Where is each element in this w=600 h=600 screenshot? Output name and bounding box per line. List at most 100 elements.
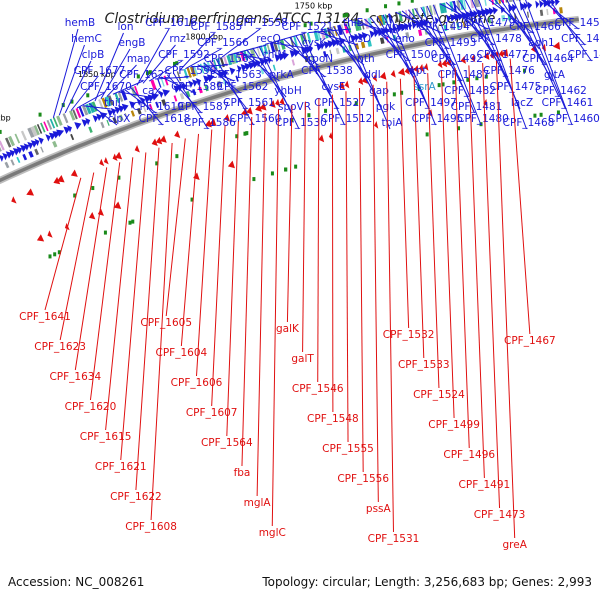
gene-label: CPF_1560 [230,113,282,125]
leader-line [135,147,160,491]
gene-label: CPF_1524 [413,389,465,401]
forward-gene-arrow [129,101,136,109]
upper-feature-block [81,105,89,116]
gene-label: CPF_1477 [477,49,529,61]
gene-label: nth [357,53,374,65]
gene-label: CPF_1607 [186,407,238,419]
upper-feature-block [239,50,246,62]
upper-feature-block [306,32,312,43]
upper-feature-block [223,56,229,67]
gene-label: ssrA [413,81,436,93]
upper-feature-block [189,66,197,77]
upper-feature-block [52,117,59,128]
gene-label: CPF_1497 [405,97,457,109]
forward-gene-arrow [453,13,462,22]
gene-label: CPF_1616 [145,17,197,29]
reverse-gene-arrow [36,234,45,242]
gene-label: map [127,53,151,65]
leader-line [118,91,150,98]
upper-feature-block [134,85,140,96]
gene-label: CPF_1527 [314,97,366,109]
reverse-gene-arrow [501,49,509,57]
reverse-gene-arrow [159,135,167,143]
forward-gene-arrow [508,4,514,13]
leader-line [386,81,394,533]
small-feature [175,61,179,66]
upper-feature-block [293,36,298,47]
gene-label: CPF_1563 [210,69,262,81]
leader-line [464,0,514,94]
reverse-gene-arrow [227,160,235,169]
inner-feature-block [185,90,191,98]
leader-line [413,75,425,359]
forward-gene-arrow [38,137,44,145]
upper-feature-block [0,140,5,151]
inner-feature-block [559,7,563,14]
leader-line [432,4,482,126]
upper-feature-block [69,110,76,121]
gene-label: xpt [410,65,427,77]
upper-feature-block [36,124,43,134]
forward-gene-arrow [373,29,380,38]
gene-label: adh1 [528,37,554,49]
inner-feature-block [28,150,34,158]
inner-feature-block [323,51,327,58]
gene-label: CPF_1467 [504,335,556,347]
leader-line [317,98,320,383]
upper-feature-block [20,130,28,141]
gene-label: tpiA [382,117,404,129]
gene-label: CPF_1473 [474,509,526,521]
small-feature [556,110,560,115]
inner-feature-block [418,29,423,37]
upper-feature-block [98,99,104,110]
reverse-gene-arrow [275,98,281,107]
upper-feature-block [343,23,349,34]
small-feature [309,21,313,26]
small-feature [190,197,194,202]
inner-feature-block [130,110,136,117]
reverse-gene-arrow [255,104,262,112]
small-feature [284,167,288,172]
small-feature [303,23,307,28]
leader-line [339,24,384,114]
genome-stats-text: Topology: circular; Length: 3,256,683 bp… [261,575,592,589]
gene-label: plsD [348,33,371,45]
inner-feature-block [118,114,124,122]
upper-feature-block [330,26,335,37]
gene-label: CPF_1492 [431,53,483,65]
small-feature [466,77,470,82]
inner-feature-block [501,15,506,22]
forward-gene-arrow [358,32,365,41]
small-feature [533,113,537,118]
reverse-gene-arrow [259,102,267,111]
gene-label: CPF_1499 [428,419,480,431]
leader-line [468,65,485,479]
leader-line [301,34,345,126]
inner-feature-block [222,79,227,86]
small-feature [175,154,179,159]
gene-label: CPF_1621 [95,461,147,473]
gene-label: CPF_1531 [368,533,420,545]
gene-label: CPF_1521 [282,21,334,33]
reverse-gene-arrow [279,97,285,106]
forward-gene-arrow [118,105,125,113]
gene-label: CPF_1460 [548,113,600,125]
small-feature [48,254,52,259]
gene-label: thiM [264,49,287,61]
upper-feature-block [313,30,320,41]
gene-label: gltA [544,69,566,81]
gene-label: CPF_1548 [307,413,359,425]
reverse-gene-arrow [379,71,387,80]
leader-line [148,60,183,82]
upper-feature-block [470,0,475,9]
forward-gene-arrow [5,151,13,159]
gene-label: ddl [364,69,380,81]
gene-label: spoVR [278,101,311,113]
forward-gene-arrow [2,152,8,161]
leader-line [180,133,200,347]
inner-feature-block [443,24,448,32]
gene-label: CPF_1494 [418,21,470,33]
upper-feature-block [477,0,480,7]
gene-label: greA [502,539,527,551]
small-feature [452,80,456,85]
